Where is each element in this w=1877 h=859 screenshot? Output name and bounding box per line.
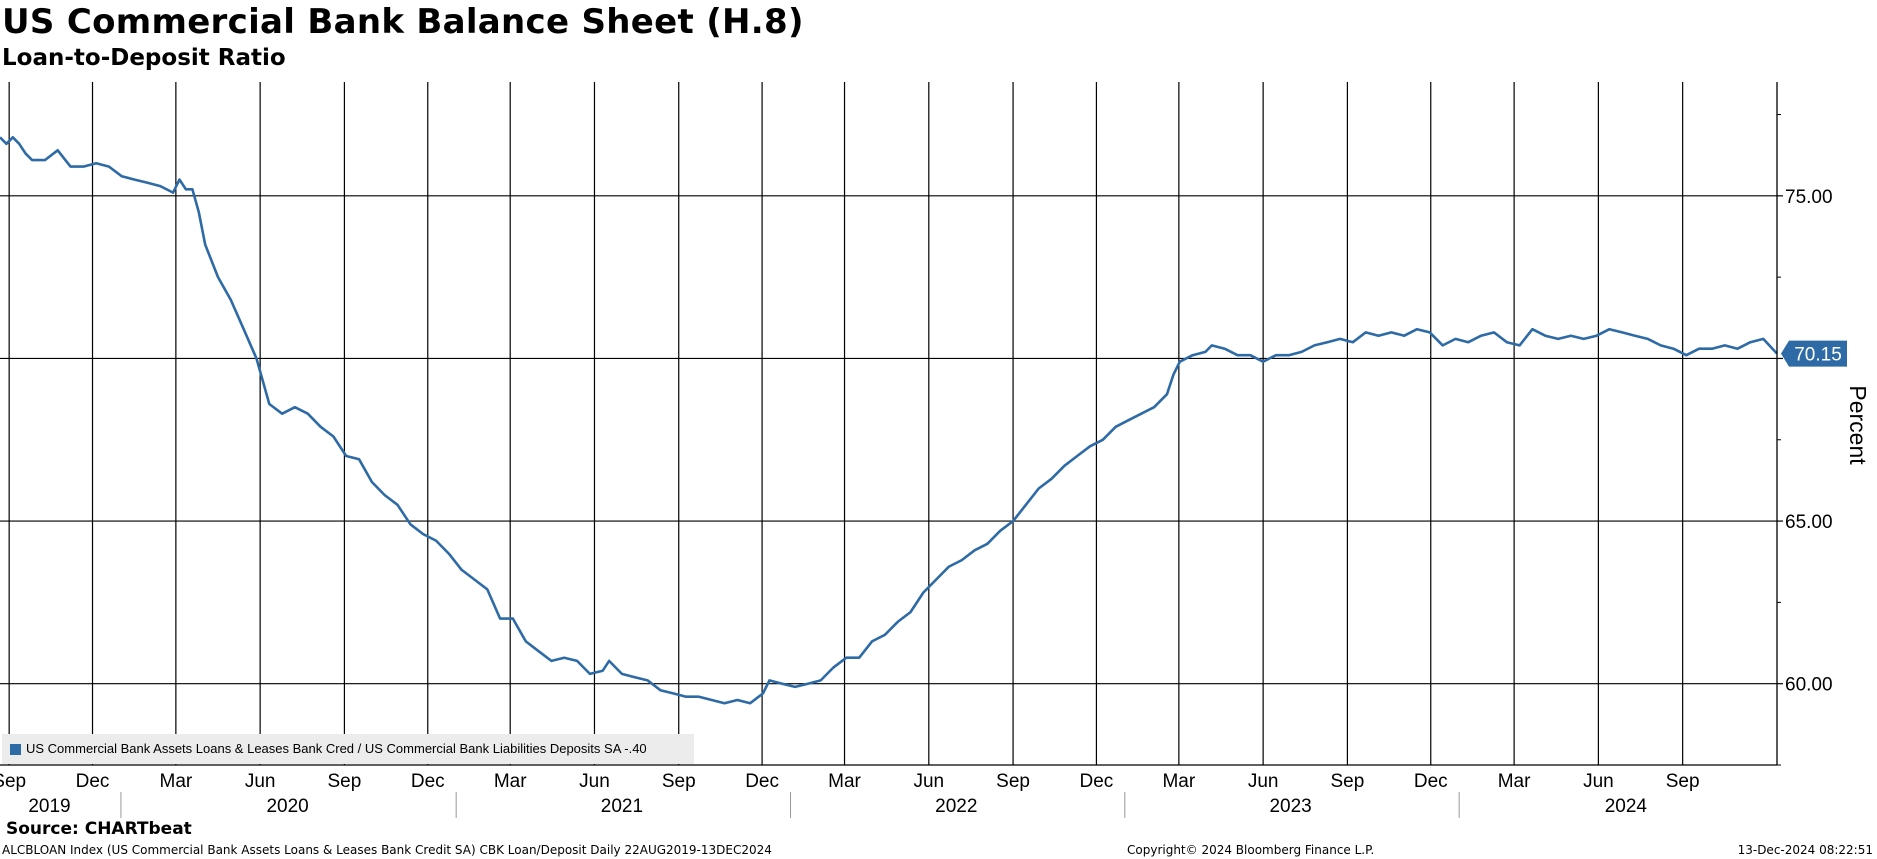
y-tick-label: 60.00: [1785, 675, 1833, 696]
x-tick-label: Jun: [913, 771, 944, 792]
x-tick-label: Sep: [1666, 771, 1700, 792]
footer-copyright: Copyright© 2024 Bloomberg Finance L.P.: [1127, 843, 1375, 857]
year-label: 2020: [266, 796, 308, 817]
x-tick-label: Mar: [160, 771, 193, 792]
legend-swatch: [10, 744, 21, 755]
x-tick-label: Dec: [411, 771, 445, 792]
x-tick-label: Sep: [0, 771, 26, 792]
x-tick-label: Mar: [494, 771, 527, 792]
y-tick-label: 75.00: [1785, 187, 1833, 208]
legend: US Commercial Bank Assets Loans & Leases…: [2, 734, 694, 764]
x-tick-label: Dec: [1080, 771, 1114, 792]
x-tick-label: Dec: [1414, 771, 1448, 792]
legend-label: US Commercial Bank Assets Loans & Leases…: [26, 741, 647, 756]
y-axis-label: Percent: [1845, 385, 1871, 465]
x-tick-label: Mar: [1162, 771, 1195, 792]
source-note: Source: CHARTbeat: [6, 819, 192, 839]
year-label: 2022: [935, 796, 977, 817]
last-value-tag: [1781, 340, 1847, 367]
axis-layer: Sep Dec Mar Jun Sep Dec Mar Jun Sep Dec Mar Jun Sep D…: [0, 82, 1871, 818]
year-label: 2021: [601, 796, 643, 817]
last-value-label: 70.15: [1794, 345, 1842, 366]
chart-title: US Commercial Bank Balance Sheet (H.8): [2, 2, 804, 42]
x-tick-label: Jun: [245, 771, 276, 792]
x-tick-label: Mar: [1498, 771, 1531, 792]
footer-series-info: ALCBLOAN Index (US Commercial Bank Asset…: [2, 843, 772, 857]
x-tick-label: Mar: [828, 771, 861, 792]
footer-timestamp: 13-Dec-2024 08:22:51: [1737, 843, 1873, 857]
year-label: 2023: [1269, 796, 1311, 817]
x-tick-label: Dec: [76, 771, 110, 792]
x-tick-label: Jun: [1248, 771, 1279, 792]
series-line: [0, 136, 1778, 705]
chart-subtitle: Loan-to-Deposit Ratio: [2, 45, 286, 71]
x-tick-label: Dec: [745, 771, 779, 792]
year-label: 2024: [1605, 796, 1648, 817]
series-layer: [0, 136, 1778, 705]
x-tick-label: Jun: [1583, 771, 1614, 792]
x-tick-label: Sep: [1330, 771, 1364, 792]
x-tick-label: Sep: [328, 771, 362, 792]
x-tick-label: Sep: [662, 771, 696, 792]
x-tick-label: Jun: [579, 771, 610, 792]
year-label: 2019: [28, 796, 70, 817]
x-tick-label: Sep: [996, 771, 1030, 792]
y-tick-label: 65.00: [1785, 512, 1833, 533]
grid-layer: [0, 82, 1777, 765]
